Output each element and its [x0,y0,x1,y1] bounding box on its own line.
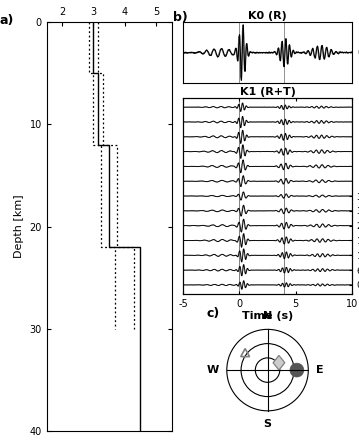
Text: S: S [264,419,271,429]
Circle shape [290,363,304,377]
Text: c): c) [206,307,220,320]
Title: K0 (R): K0 (R) [248,11,287,21]
Text: a): a) [0,14,14,27]
Text: W: W [206,365,219,375]
X-axis label: Time (s): Time (s) [242,312,293,322]
Text: 0: 0 [357,48,359,58]
Y-axis label: Depth [km]: Depth [km] [14,195,24,258]
Polygon shape [273,356,285,370]
Text: N: N [263,311,272,321]
Title: K1 (R+T): K1 (R+T) [239,88,295,98]
Text: b): b) [173,11,188,24]
Text: E: E [316,365,324,375]
